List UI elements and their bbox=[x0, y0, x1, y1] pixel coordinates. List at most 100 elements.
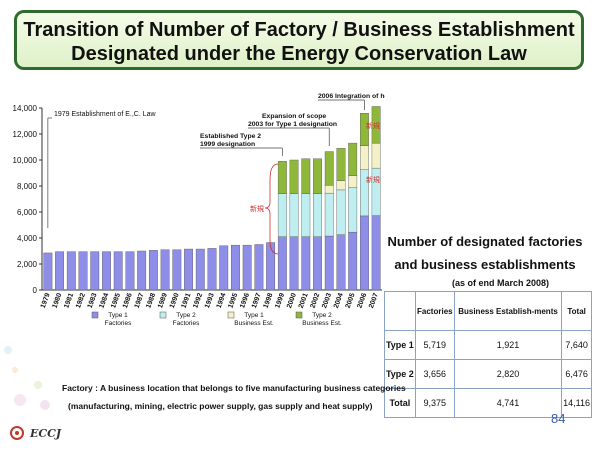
y-tick-label: 10,000 bbox=[13, 156, 38, 165]
table-cell: 7,640 bbox=[561, 330, 592, 360]
table-row: Type 1 5,719 1,921 7,640 bbox=[384, 330, 592, 360]
bar-segment bbox=[324, 192, 334, 237]
legend-swatch bbox=[91, 311, 99, 319]
x-tick-label: 1988 bbox=[145, 292, 157, 309]
x-tick-label: 1997 bbox=[251, 292, 263, 309]
bar-segment bbox=[254, 244, 264, 291]
y-tick-label: 2,000 bbox=[17, 260, 38, 269]
bar-segment bbox=[160, 249, 170, 291]
x-tick-label: 1980 bbox=[52, 292, 64, 309]
bar-segment bbox=[324, 235, 334, 291]
x-tick-label: 1989 bbox=[157, 292, 169, 309]
x-tick-label: 1985 bbox=[110, 292, 122, 309]
bar-segment bbox=[359, 113, 369, 146]
bar-segment bbox=[301, 158, 311, 194]
x-tick-label: 1991 bbox=[181, 292, 193, 309]
legend-label: Type 1 bbox=[108, 312, 128, 319]
table-cell: 2,820 bbox=[453, 359, 563, 389]
x-tick-label: 1993 bbox=[204, 292, 216, 309]
x-tick-label: 1979 bbox=[40, 292, 52, 309]
bar-segment bbox=[371, 142, 381, 169]
bar-segment bbox=[371, 167, 381, 216]
x-tick-label: 1987 bbox=[134, 292, 146, 309]
title-line-1: Transition of Number of Factory / Busine… bbox=[23, 19, 575, 41]
legend-label: Type 1 bbox=[244, 312, 264, 319]
bar-segment bbox=[301, 193, 311, 237]
japanese-mark: 新規 bbox=[250, 204, 264, 213]
footnote-line-1: Factory : A business location that belon… bbox=[62, 383, 406, 393]
x-tick-label: 1998 bbox=[263, 292, 275, 309]
annotation-label: 2003 for Type 1 designation bbox=[248, 121, 337, 128]
bar-segment bbox=[348, 142, 358, 176]
page-number: 84 bbox=[551, 411, 566, 426]
bar-segment bbox=[43, 252, 53, 291]
bar-segment bbox=[277, 193, 287, 237]
table-header-cell bbox=[384, 291, 416, 331]
x-tick-label: 2004 bbox=[333, 292, 345, 309]
bar-segment bbox=[137, 250, 147, 291]
y-tick-label: 6,000 bbox=[17, 208, 38, 217]
japanese-mark: 新規 bbox=[366, 121, 380, 130]
table-cell: 6,476 bbox=[561, 359, 592, 389]
legend-label: Factories bbox=[173, 320, 200, 327]
bar-segment bbox=[313, 236, 322, 291]
bar-segment bbox=[231, 244, 240, 291]
table-row-header: Type 1 bbox=[384, 330, 416, 360]
x-tick-label: 1981 bbox=[63, 292, 75, 309]
bar-segment bbox=[289, 159, 299, 194]
title-line-2: Designated under the Energy Conservation… bbox=[71, 43, 527, 65]
bar-segment bbox=[78, 251, 88, 291]
legend-swatch bbox=[159, 311, 167, 319]
x-tick-label: 2002 bbox=[309, 292, 321, 309]
x-tick-label: 1986 bbox=[122, 292, 134, 309]
bar-segment bbox=[184, 248, 193, 291]
brace-mark bbox=[264, 163, 279, 255]
bar-segment bbox=[359, 215, 369, 291]
bar-segment bbox=[289, 236, 299, 291]
table-header-cell: Factories bbox=[414, 291, 455, 331]
bar-segment bbox=[195, 248, 205, 291]
bar-segment bbox=[113, 251, 123, 291]
side-heading-1: Number of designated factories bbox=[387, 234, 583, 249]
table-cell: 5,719 bbox=[414, 330, 455, 360]
bar-segment bbox=[172, 249, 182, 291]
table-row: Total 9,375 4,741 14,116 bbox=[384, 388, 592, 418]
bar-segment bbox=[207, 248, 217, 291]
bar-segment bbox=[324, 185, 334, 194]
legend-label: Business Est. bbox=[302, 320, 342, 327]
legend-swatch bbox=[227, 311, 235, 319]
bar-segment bbox=[348, 187, 358, 233]
logo-text: ECCJ bbox=[30, 427, 62, 440]
bar-segment bbox=[277, 236, 287, 291]
x-tick-label: 1994 bbox=[216, 292, 228, 309]
bar-segment bbox=[371, 215, 381, 291]
table-row: Type 2 3,656 2,820 6,476 bbox=[384, 359, 592, 389]
bar-segment bbox=[219, 245, 229, 291]
x-tick-label: 2005 bbox=[345, 292, 357, 309]
bar-segment bbox=[266, 242, 276, 291]
annotation-label: 1999 designation bbox=[200, 141, 255, 148]
annotation-label: Expansion of scope bbox=[262, 113, 326, 120]
x-tick-label: 1996 bbox=[239, 292, 251, 309]
bar-segment bbox=[336, 180, 346, 191]
bar-segment bbox=[102, 251, 111, 291]
japanese-mark: 新規 bbox=[366, 175, 380, 184]
table-cell: 4,741 bbox=[453, 388, 563, 418]
x-tick-label: 1999 bbox=[274, 292, 286, 309]
bar-segment bbox=[90, 251, 100, 291]
bar-segment bbox=[277, 161, 287, 195]
footnote-line-2: (manufacturing, mining, electric power s… bbox=[68, 401, 373, 411]
x-tick-label: 2006 bbox=[356, 292, 368, 309]
annotation-label: 1979 Establishment of E.,C. Law bbox=[54, 111, 156, 118]
x-tick-label: 1982 bbox=[75, 292, 87, 309]
bar-segment bbox=[336, 148, 346, 181]
annotation-label: 2006 Integration of heat & electric powe… bbox=[318, 93, 385, 100]
x-tick-label: 2007 bbox=[368, 292, 380, 309]
table-cell: 1,921 bbox=[453, 330, 563, 360]
x-tick-label: 2001 bbox=[298, 292, 310, 309]
stacked-bar-chart: 0 2,000 4,000 6,000 8,000 10,000 12,000 14,000 1… bbox=[13, 93, 385, 327]
bar-segment bbox=[371, 106, 381, 144]
table-header-cell: Business Establish-ments bbox=[453, 291, 563, 331]
x-tick-label: 1984 bbox=[98, 292, 110, 309]
eccj-logo: ECCJ bbox=[10, 424, 90, 444]
